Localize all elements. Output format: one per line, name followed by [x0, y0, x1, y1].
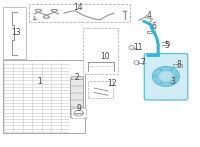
- Text: 3: 3: [170, 77, 175, 86]
- Text: 14: 14: [73, 3, 83, 12]
- Text: 9: 9: [77, 104, 82, 113]
- Bar: [83, 28, 118, 74]
- Circle shape: [152, 66, 179, 86]
- Circle shape: [170, 69, 172, 71]
- Text: 1: 1: [37, 77, 42, 86]
- Circle shape: [159, 69, 162, 71]
- Text: 13: 13: [11, 28, 20, 37]
- Circle shape: [154, 75, 157, 77]
- Bar: [3, 60, 85, 133]
- Circle shape: [159, 71, 173, 81]
- Text: 7: 7: [140, 58, 145, 67]
- Text: 5: 5: [164, 41, 169, 50]
- FancyBboxPatch shape: [144, 54, 188, 100]
- Circle shape: [175, 75, 178, 77]
- Bar: [88, 81, 113, 98]
- Bar: [3, 6, 26, 59]
- Text: 12: 12: [107, 79, 117, 88]
- Text: 6: 6: [151, 22, 156, 31]
- Text: 10: 10: [100, 52, 110, 61]
- Circle shape: [170, 82, 172, 84]
- Bar: [71, 108, 86, 118]
- Bar: [70, 78, 83, 117]
- Bar: [71, 76, 83, 79]
- Text: 4: 4: [146, 11, 151, 20]
- Text: 2: 2: [75, 73, 80, 82]
- Text: 11: 11: [133, 43, 142, 52]
- Bar: [29, 4, 130, 22]
- Circle shape: [159, 82, 162, 84]
- Text: 8: 8: [176, 60, 181, 69]
